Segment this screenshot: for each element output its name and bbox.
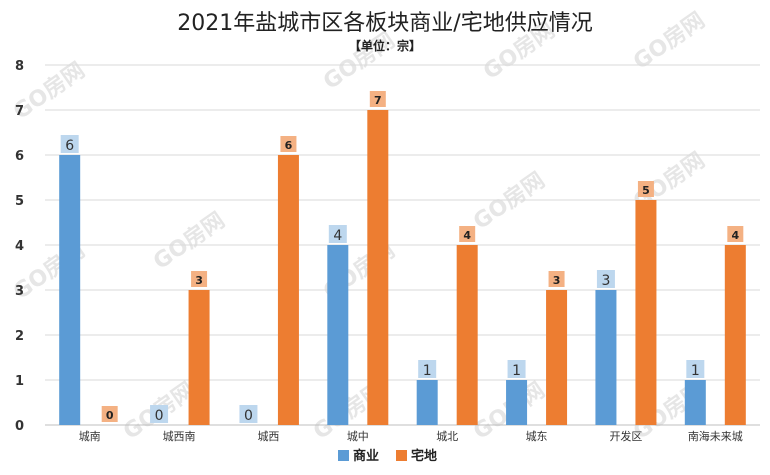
watermark-text: GO房网	[469, 167, 550, 235]
bar-residential	[456, 245, 478, 425]
data-label-residential: 6	[285, 139, 293, 152]
x-tick-label: 城西	[257, 430, 279, 443]
bar-commercial	[506, 380, 528, 425]
data-label-residential: 4	[463, 229, 471, 242]
data-label-bg	[637, 181, 654, 197]
data-label-bg	[548, 271, 565, 287]
x-tick-label: 城中	[347, 430, 369, 443]
legend: 商业 宅地	[338, 448, 437, 464]
x-tick-label: 城北	[436, 430, 458, 443]
data-label-residential: 3	[195, 274, 203, 287]
y-tick-label: 4	[15, 239, 24, 254]
data-label-commercial: 1	[512, 363, 521, 379]
legend-swatch	[396, 450, 407, 461]
y-tick-label: 7	[15, 104, 24, 119]
data-label-commercial: 3	[601, 273, 610, 289]
chart-title: 2021年盐城市区各板块商业/宅地供应情况	[177, 11, 592, 36]
x-tick-label: 南海未来城	[688, 429, 743, 443]
data-label-bg	[328, 225, 347, 243]
data-label-bg	[507, 360, 526, 378]
data-label-commercial: 6	[65, 138, 74, 154]
chart-subtitle: 【单位：宗】	[349, 38, 421, 53]
x-tick-label: 开发区	[609, 429, 642, 443]
data-label-commercial: 0	[244, 408, 253, 424]
bar-commercial	[595, 290, 617, 425]
x-tick-label: 城南	[79, 430, 101, 443]
bar-residential	[724, 245, 746, 425]
data-label-bg	[150, 405, 169, 423]
y-axis-tick-labels: 0 1 2 3 4 5 6 7 8	[15, 59, 24, 434]
bar-commercial	[59, 155, 81, 425]
data-label-bg	[280, 136, 297, 152]
data-label-bg	[101, 406, 118, 422]
data-label-bg	[596, 270, 615, 288]
x-axis-tick-labels: 城南 城西南 城西 城中 城北 城东 开发区 南海未来城	[79, 429, 743, 443]
x-tick-label: 城西南	[163, 430, 196, 443]
x-tick-label: 城东	[526, 430, 548, 443]
data-label-commercial: 4	[333, 228, 342, 244]
legend-swatch	[338, 450, 349, 461]
data-label-bg	[418, 360, 437, 378]
data-labels: 6 0 0 3 0 6 4 7 1 4 1 3 3 5 1 4	[60, 91, 744, 424]
bar-commercial	[327, 245, 349, 425]
data-label-bg	[459, 226, 476, 242]
data-label-residential: 5	[642, 184, 650, 197]
bar-residential	[546, 290, 568, 425]
legend-label: 宅地	[411, 448, 437, 464]
data-label-commercial: 1	[691, 363, 700, 379]
data-label-bg	[60, 135, 79, 153]
y-tick-label: 8	[15, 59, 24, 74]
y-tick-label: 0	[15, 419, 24, 434]
y-tick-label: 6	[15, 149, 24, 164]
y-tick-label: 3	[15, 284, 24, 299]
y-tick-label: 2	[15, 329, 24, 344]
y-tick-label: 1	[15, 374, 24, 389]
data-label-commercial: 1	[423, 363, 432, 379]
data-label-bg	[686, 360, 705, 378]
bar-residential	[277, 155, 299, 425]
bar-residential	[367, 110, 389, 425]
data-label-residential: 7	[374, 94, 382, 107]
data-label-residential: 4	[731, 229, 739, 242]
y-tick-label: 5	[15, 194, 24, 209]
legend-label: 商业	[353, 448, 379, 464]
bar-residential	[188, 290, 210, 425]
bars	[59, 110, 746, 425]
data-label-bg	[369, 91, 386, 107]
bar-commercial	[416, 380, 438, 425]
data-label-commercial: 0	[155, 408, 164, 424]
bar-residential	[635, 200, 657, 425]
bar-commercial	[684, 380, 706, 425]
data-label-bg	[239, 405, 258, 423]
data-label-residential: 0	[106, 409, 114, 422]
data-label-residential: 3	[553, 274, 561, 287]
watermark-text: GO房网	[319, 27, 400, 95]
data-label-bg	[727, 226, 744, 242]
watermark-text: GO房网	[149, 207, 230, 275]
data-label-bg	[191, 271, 208, 287]
